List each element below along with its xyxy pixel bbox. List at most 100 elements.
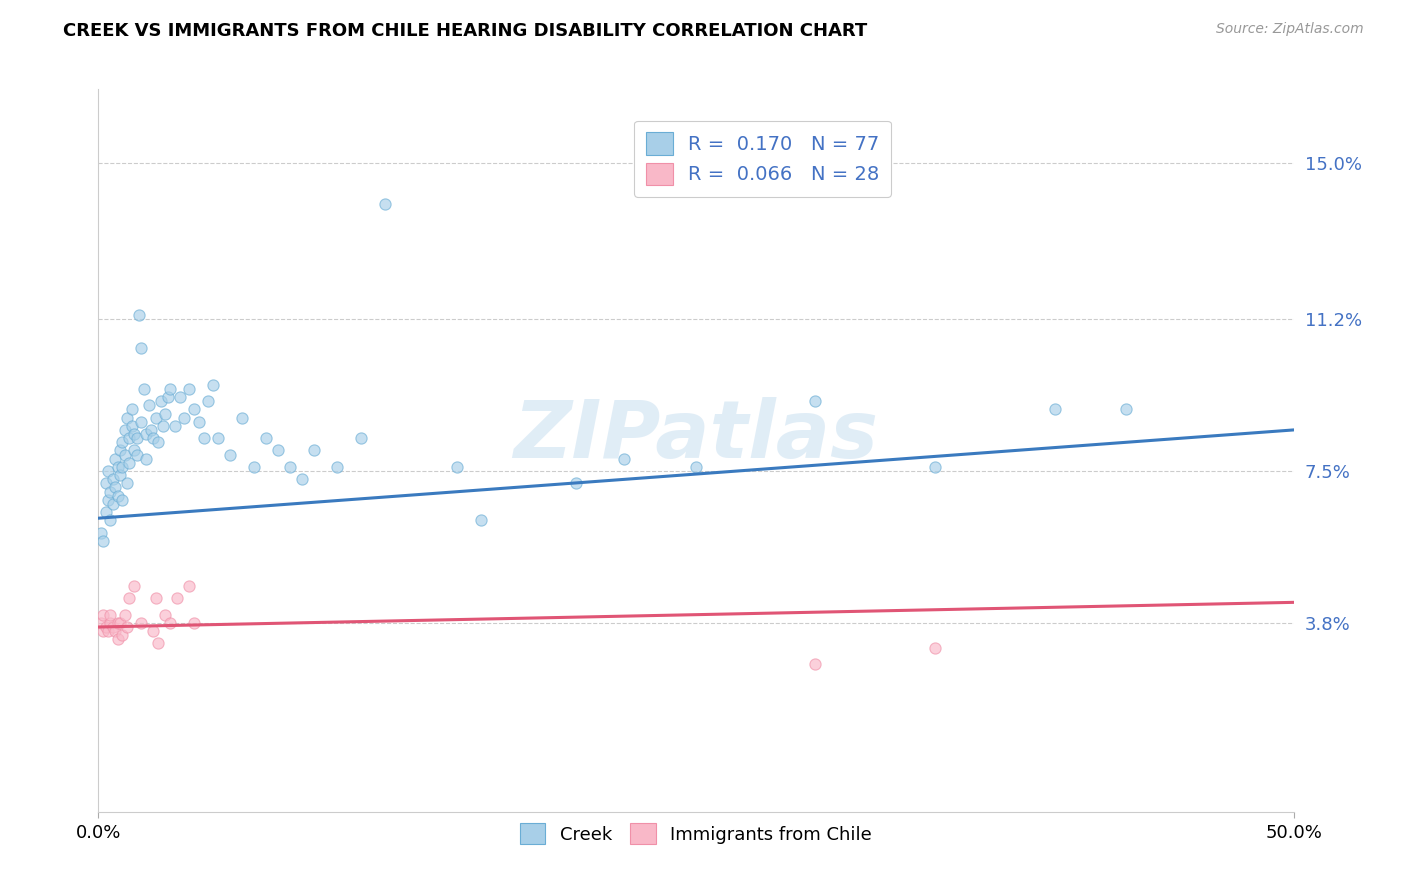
Point: [142, 624, 165, 639]
Point: [118, 591, 141, 606]
Point: [145, 591, 167, 606]
Point: [1043, 402, 1066, 417]
Point: [94, 476, 117, 491]
Point: [613, 451, 636, 466]
Point: [101, 497, 124, 511]
Point: [152, 418, 174, 433]
Text: CREEK VS IMMIGRANTS FROM CHILE HEARING DISABILITY CORRELATION CHART: CREEK VS IMMIGRANTS FROM CHILE HEARING D…: [63, 22, 868, 40]
Point: [104, 451, 127, 466]
Point: [111, 459, 134, 474]
Point: [94, 505, 117, 519]
Point: [128, 308, 150, 322]
Point: [98, 615, 122, 630]
Point: [131, 615, 153, 630]
Point: [138, 398, 160, 412]
Point: [115, 410, 138, 425]
Point: [179, 382, 201, 396]
Point: [254, 431, 277, 445]
Point: [278, 459, 301, 474]
Point: [114, 448, 136, 462]
Point: [91, 533, 114, 548]
Point: [155, 407, 177, 421]
Point: [135, 451, 157, 466]
Point: [145, 410, 167, 425]
Point: [115, 620, 138, 634]
Point: [163, 418, 186, 433]
Point: [326, 459, 349, 474]
Point: [107, 459, 129, 474]
Point: [118, 456, 141, 470]
Point: [267, 443, 290, 458]
Point: [155, 607, 177, 622]
Point: [107, 615, 129, 630]
Point: [108, 468, 131, 483]
Point: [108, 443, 131, 458]
Point: [94, 620, 117, 634]
Point: [124, 443, 146, 458]
Point: [111, 435, 134, 450]
Point: [115, 476, 138, 491]
Point: [91, 607, 114, 622]
Point: [804, 657, 827, 671]
Point: [924, 459, 946, 474]
Point: [111, 628, 134, 642]
Point: [302, 443, 325, 458]
Point: [125, 448, 148, 462]
Point: [97, 464, 120, 478]
Point: [565, 476, 588, 491]
Point: [101, 472, 124, 486]
Point: [446, 459, 468, 474]
Point: [166, 591, 188, 606]
Point: [187, 415, 209, 429]
Point: [131, 341, 153, 355]
Point: [114, 607, 136, 622]
Text: Source: ZipAtlas.com: Source: ZipAtlas.com: [1216, 22, 1364, 37]
Point: [132, 382, 155, 396]
Point: [90, 615, 112, 630]
Point: [101, 620, 124, 634]
Point: [121, 418, 143, 433]
Point: [98, 607, 122, 622]
Point: [159, 615, 181, 630]
Point: [148, 636, 170, 650]
Point: [104, 624, 127, 639]
Point: [1115, 402, 1137, 417]
Point: [98, 513, 122, 527]
Point: [91, 624, 114, 639]
Point: [183, 402, 205, 417]
Point: [114, 423, 136, 437]
Point: [804, 394, 827, 409]
Point: [90, 525, 112, 540]
Point: [98, 484, 122, 499]
Point: [107, 489, 129, 503]
Point: [131, 415, 153, 429]
Point: [149, 394, 172, 409]
Point: [135, 427, 157, 442]
Point: [219, 448, 242, 462]
Point: [197, 394, 219, 409]
Point: [107, 632, 129, 647]
Point: [231, 410, 253, 425]
Point: [159, 382, 181, 396]
Point: [121, 402, 143, 417]
Point: [183, 615, 205, 630]
Point: [207, 431, 229, 445]
Legend: Creek, Immigrants from Chile: Creek, Immigrants from Chile: [512, 814, 880, 854]
Point: [470, 513, 492, 527]
Point: [156, 390, 179, 404]
Point: [173, 410, 195, 425]
Point: [148, 435, 170, 450]
Point: [243, 459, 266, 474]
Point: [202, 377, 225, 392]
Point: [104, 480, 127, 494]
Point: [142, 431, 165, 445]
Point: [108, 615, 131, 630]
Point: [111, 492, 134, 507]
Point: [685, 459, 707, 474]
Point: [374, 197, 396, 211]
Text: ZIPatlas: ZIPatlas: [513, 397, 879, 475]
Point: [924, 640, 946, 655]
Point: [125, 431, 148, 445]
Point: [169, 390, 191, 404]
Point: [97, 624, 120, 639]
